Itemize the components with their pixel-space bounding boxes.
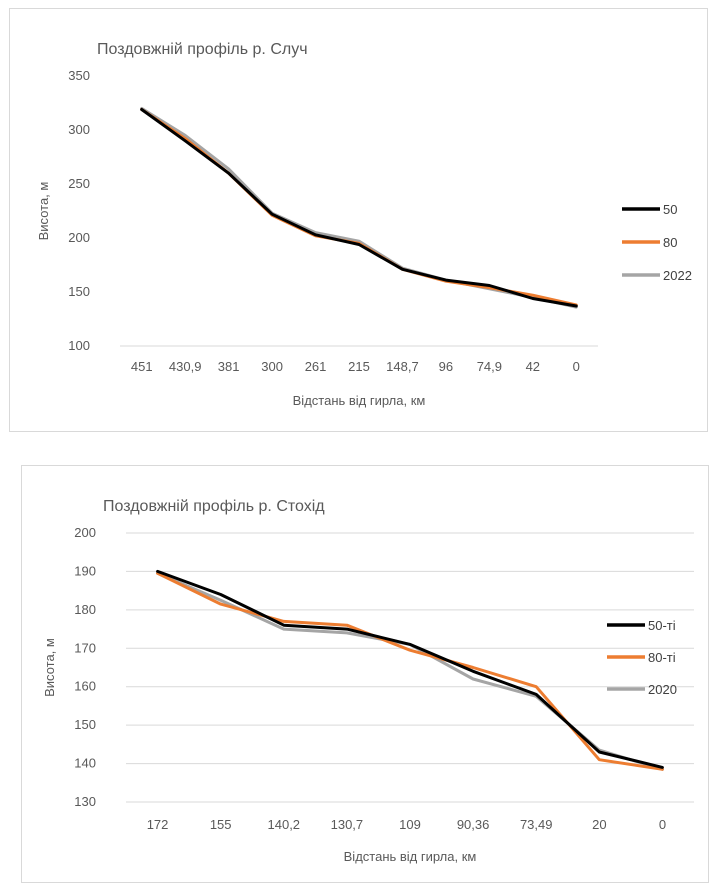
x-tick-label: 109 bbox=[399, 817, 421, 832]
x-tick-label: 42 bbox=[526, 359, 540, 374]
y-tick-label: 350 bbox=[68, 68, 90, 83]
x-tick-label: 130,7 bbox=[331, 817, 364, 832]
y-axis-label: Висота, м bbox=[36, 182, 51, 241]
chart-title: Поздовжній профіль р. Стохід bbox=[103, 498, 325, 515]
legend-label: 2022 bbox=[663, 268, 692, 283]
x-tick-label: 73,49 bbox=[520, 817, 553, 832]
chart-svg-stokhid: Поздовжній профіль р. Стохід 130 140 150 160… bbox=[42, 498, 694, 864]
y-tick-label: 150 bbox=[68, 284, 90, 299]
y-tick-label: 170 bbox=[74, 640, 96, 655]
x-tick-label: 74,9 bbox=[477, 359, 502, 374]
x-tick-label: 381 bbox=[218, 359, 240, 374]
x-tick-label: 155 bbox=[210, 817, 232, 832]
legend-label: 50 bbox=[663, 202, 677, 217]
y-tick-label: 130 bbox=[74, 794, 96, 809]
y-tick-label: 200 bbox=[68, 230, 90, 245]
x-tick-label: 0 bbox=[659, 817, 666, 832]
series-line-1 bbox=[140, 108, 578, 308]
x-tick-label: 172 bbox=[147, 817, 169, 832]
x-tick-label: 96 bbox=[439, 359, 453, 374]
legend-label: 2020 bbox=[648, 682, 677, 697]
chart-title: Поздовжній профіль р. Случ bbox=[97, 41, 308, 58]
y-axis-label: Висота, м bbox=[42, 638, 57, 697]
y-tick-label: 190 bbox=[74, 563, 96, 578]
x-tick-label: 300 bbox=[261, 359, 283, 374]
x-tick-label: 261 bbox=[305, 359, 327, 374]
x-tick-label: 0 bbox=[573, 359, 580, 374]
x-tick-label: 90,36 bbox=[457, 817, 490, 832]
x-tick-label: 148,7 bbox=[386, 359, 419, 374]
y-tick-label: 150 bbox=[74, 717, 96, 732]
chart-svg-sluch: Поздовжній профіль р. Случ 100 150 200 250 30… bbox=[36, 41, 692, 408]
legend-label: 80-ті bbox=[648, 650, 676, 665]
legend-label: 80 bbox=[663, 235, 677, 250]
x-tick-label: 20 bbox=[592, 817, 606, 832]
x-tick-label: 215 bbox=[348, 359, 370, 374]
y-tick-label: 200 bbox=[74, 525, 96, 540]
y-tick-label: 180 bbox=[74, 602, 96, 617]
series-line-3 bbox=[140, 106, 578, 309]
x-tick-label: 430,9 bbox=[169, 359, 202, 374]
series-line-1 bbox=[156, 569, 664, 769]
x-tick-label: 140,2 bbox=[268, 817, 301, 832]
x-axis-label: Відстань від гирла, км bbox=[344, 849, 477, 864]
y-tick-label: 100 bbox=[68, 338, 90, 353]
y-tick-label: 300 bbox=[68, 122, 90, 137]
series-line-2 bbox=[140, 108, 578, 307]
series-line-2 bbox=[156, 571, 664, 771]
y-tick-label: 140 bbox=[74, 756, 96, 771]
y-tick-label: 160 bbox=[74, 679, 96, 694]
x-axis-label: Відстань від гирла, км bbox=[293, 393, 426, 408]
chart-panel-stokhid: Поздовжній профіль р. Стохід 130 140 150 160… bbox=[21, 465, 709, 883]
x-tick-label: 451 bbox=[131, 359, 153, 374]
chart-panel-sluch: Поздовжній профіль р. Случ 100 150 200 250 30… bbox=[9, 8, 708, 432]
y-tick-label: 250 bbox=[68, 176, 90, 191]
legend-label: 50-ті bbox=[648, 618, 676, 633]
